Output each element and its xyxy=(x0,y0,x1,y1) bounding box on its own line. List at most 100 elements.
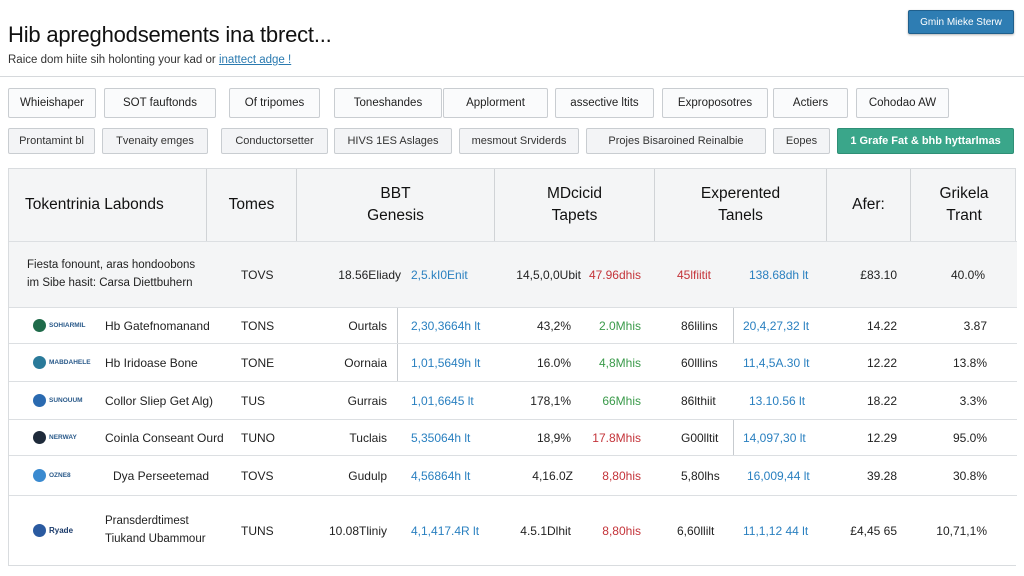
row-tapets-value: 47.96dhis xyxy=(588,267,641,282)
row-name-line2: im Sibe hasit: Carsa Diettbuhern xyxy=(27,276,193,289)
row-name: Pransderdtimest Tiukand Ubammour xyxy=(105,496,206,565)
tab-5[interactable]: Applorment xyxy=(443,88,548,118)
tab-bar: Whieishaper SOT fauftonds Of tripomes To… xyxy=(0,88,1024,118)
column-separator xyxy=(733,420,734,455)
page-title: Hib apreghodsements ina tbrect... xyxy=(8,22,332,47)
row-genesis: Gudulp xyxy=(348,468,387,483)
table-row[interactable]: Ryade Pransderdtimest Tiukand Ubammour T… xyxy=(9,495,1017,565)
header-col-7-line1: Grikela xyxy=(939,184,989,202)
subtitle-text: Raice dom hiite sih holonting your kad o… xyxy=(8,54,216,66)
row-genesis: Oornaia xyxy=(344,355,387,370)
row-name-line1: Pransderdtimest xyxy=(105,514,189,527)
logo-mark xyxy=(33,524,46,537)
row-trant: 3.3% xyxy=(959,393,987,408)
header-col-3[interactable]: BBT Genesis xyxy=(297,169,495,241)
row-name: Hb Gatefnomanand xyxy=(105,318,210,333)
row-tapets-value: 8,80his xyxy=(602,523,641,538)
filter-active[interactable]: 1 Grafe Fat & bhb hyttarlmas xyxy=(837,128,1014,154)
row-tapets-value: 8,80his xyxy=(602,468,641,483)
page-subtitle: Raice dom hiite sih holonting your kad o… xyxy=(8,54,291,66)
row-token: TOVS xyxy=(241,267,274,282)
header-col-3-line2: Genesis xyxy=(367,207,424,224)
row-experented: G00lltit xyxy=(681,430,719,445)
header-col-5[interactable]: Experented Tanels xyxy=(655,169,827,241)
nerway-logo-icon: NERWAY xyxy=(33,431,77,444)
row-name: Dya Perseetemad xyxy=(113,468,210,483)
row-tapets: 178,1% xyxy=(530,393,571,408)
tab-2[interactable]: SOT fauftonds xyxy=(104,88,216,118)
tab-4[interactable]: Toneshandes xyxy=(334,88,442,118)
row-experented-value: 138.68dh lt xyxy=(749,267,809,282)
filter-4[interactable]: HIVS 1ES Aslages xyxy=(334,128,452,154)
table-row[interactable]: Fiesta fonount, aras hondoobons im Sibe … xyxy=(9,241,1017,307)
row-genesis-value: 4,56864h lt xyxy=(411,468,471,483)
row-name: Hb Iridoase Bone xyxy=(105,355,198,370)
header-col-1[interactable]: Tokentrinia Labonds xyxy=(9,169,207,241)
row-trant: 10,71,1% xyxy=(936,523,987,538)
header-col-4-line1: MDcicid xyxy=(546,184,603,202)
top-action-button[interactable]: Gmin Mieke Sterw xyxy=(908,10,1014,34)
row-genesis: 18.56Eliady xyxy=(338,267,401,282)
tab-8[interactable]: Actiers xyxy=(773,88,848,118)
filter-2[interactable]: Tvenaity emges xyxy=(102,128,208,154)
logo-label: SUNOUUM xyxy=(49,397,83,404)
column-separator xyxy=(397,344,398,381)
filter-5[interactable]: mesmout Srviderds xyxy=(459,128,579,154)
tab-6[interactable]: assective ltits xyxy=(555,88,654,118)
header-col-5-line1: Experented xyxy=(700,184,781,202)
row-experented-value: 16,009,44 lt xyxy=(747,468,810,483)
filter-7[interactable]: Eopes xyxy=(773,128,830,154)
tab-9[interactable]: Cohodao AW xyxy=(856,88,949,118)
data-table: Tokentrinia Labonds Tomes BBT Genesis MD… xyxy=(8,168,1017,566)
row-genesis: Gurrais xyxy=(347,393,387,408)
header-col-7[interactable]: Grikela Trant xyxy=(911,169,1017,241)
logo-label: NERWAY xyxy=(49,434,77,441)
table-row[interactable]: SUNOUUM Collor Sliep Get Alg) TUS Gurrai… xyxy=(9,381,1017,419)
row-logo: MABDAHELE xyxy=(33,344,91,381)
header-col-2[interactable]: Tomes xyxy=(207,169,297,241)
row-trant: 30.8% xyxy=(952,468,987,483)
logo-mark xyxy=(33,356,46,369)
row-tapets: 18,9% xyxy=(536,430,571,445)
subtitle-link[interactable]: inattect adge ! xyxy=(218,54,292,66)
filter-3[interactable]: Conductorsetter xyxy=(221,128,328,154)
row-token: TOVS xyxy=(241,468,274,483)
logo-mark xyxy=(33,469,46,482)
row-experented-value: 11,4,5A.30 lt xyxy=(743,355,810,370)
filter-1[interactable]: Prontamint bl xyxy=(8,128,95,154)
ryade-logo-icon: Ryade xyxy=(33,524,73,537)
row-name-line1: Fiesta fonount, aras hondoobons xyxy=(27,258,196,271)
row-tapets-value: 2.0Mhis xyxy=(598,318,641,333)
row-tapets-value: 17.8Mhis xyxy=(592,430,641,445)
row-trant: 40.0% xyxy=(950,267,985,282)
tab-3[interactable]: Of tripomes xyxy=(229,88,320,118)
row-trant: 95.0% xyxy=(952,430,987,445)
row-experented: 86lthiit xyxy=(681,393,716,408)
row-genesis-value: 1,01,6645 lt xyxy=(411,393,474,408)
table-row[interactable]: SOHIARMIL Hb Gatefnomanand TONS Ourtals … xyxy=(9,307,1017,343)
row-trant: 3.87 xyxy=(963,318,987,333)
row-experented: 5,80lhs xyxy=(681,468,720,483)
mabdahele-logo-icon: MABDAHELE xyxy=(33,356,91,369)
row-after: 12.22 xyxy=(866,355,897,370)
row-after: 14.22 xyxy=(866,318,897,333)
row-tapets: 4,16.0Z xyxy=(532,468,573,483)
row-logo: NERWAY xyxy=(33,420,77,455)
row-name: Coinla Conseant Ourd xyxy=(105,430,224,445)
row-genesis-value: 5,35064h lt xyxy=(411,430,471,445)
row-tapets-value: 66Mhis xyxy=(602,393,641,408)
filter-6[interactable]: Projes Bisaroined Reinalbie xyxy=(586,128,766,154)
table-row[interactable]: OZNE8 Dya Perseetemad TOVS Gudulp 4,5686… xyxy=(9,455,1017,495)
row-experented-value: 13.10.56 lt xyxy=(749,393,806,408)
table-row[interactable]: NERWAY Coinla Conseant Ourd TUNO Tuclais… xyxy=(9,419,1017,455)
row-experented-value: 20,4,27,32 lt xyxy=(743,318,810,333)
row-name: Collor Sliep Get Alg) xyxy=(105,393,214,408)
tab-1[interactable]: Whieishaper xyxy=(8,88,96,118)
header-col-4[interactable]: MDcicid Tapets xyxy=(495,169,655,241)
header-col-6[interactable]: Afer: xyxy=(827,169,911,241)
column-separator xyxy=(397,308,398,343)
logo-mark xyxy=(33,431,46,444)
tab-7[interactable]: Exproposotres xyxy=(662,88,768,118)
table-row[interactable]: MABDAHELE Hb Iridoase Bone TONE Oornaia … xyxy=(9,343,1017,381)
row-experented: 60lllins xyxy=(681,355,718,370)
